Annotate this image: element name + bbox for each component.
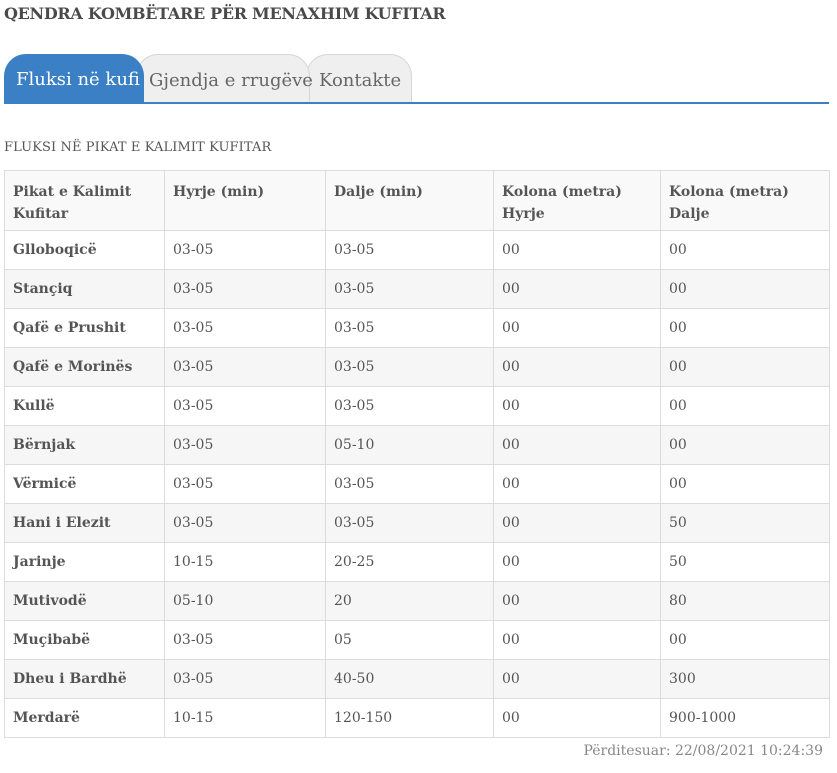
crossing-point-name: Mutivodë bbox=[4, 581, 165, 621]
table-cell: 03-05 bbox=[164, 620, 326, 660]
table-row: Muçibabë 03-05 05 00 00 bbox=[4, 620, 830, 660]
crossing-point-name: Qafë e Prushit bbox=[4, 308, 165, 348]
table-cell: 00 bbox=[493, 464, 661, 504]
crossing-point-name: Muçibabë bbox=[4, 620, 165, 660]
table-cell: 03-05 bbox=[164, 230, 326, 270]
border-flux-table: Pikat e Kalimit Kufitar Hyrje (min) Dalj… bbox=[4, 170, 830, 738]
table-cell: 80 bbox=[660, 581, 830, 621]
table-cell: 20 bbox=[325, 581, 494, 621]
table-cell: 00 bbox=[660, 386, 830, 426]
crossing-point-name: Glloboqicë bbox=[4, 230, 165, 270]
table-cell: 300 bbox=[660, 659, 830, 699]
column-header: Hyrje (min) bbox=[164, 170, 326, 231]
table-row: Bërnjak 03-05 05-10 00 00 bbox=[4, 425, 830, 465]
crossing-point-name: Qafë e Morinës bbox=[4, 347, 165, 387]
table-cell: 00 bbox=[493, 386, 661, 426]
table-cell: 03-05 bbox=[164, 386, 326, 426]
table-header-row: Pikat e Kalimit Kufitar Hyrje (min) Dalj… bbox=[4, 170, 830, 231]
table-cell: 00 bbox=[660, 425, 830, 465]
table-cell: 00 bbox=[493, 269, 661, 309]
tab-bar: Kontakte Gjendja e rrugëve Fluksi në kuf… bbox=[4, 54, 829, 104]
table-cell: 05 bbox=[325, 620, 494, 660]
table-cell: 50 bbox=[660, 503, 830, 543]
crossing-point-name: Jarinje bbox=[4, 542, 165, 582]
table-cell: 120-150 bbox=[325, 698, 494, 738]
table-row: Kullë 03-05 03-05 00 00 bbox=[4, 386, 830, 426]
table-cell: 03-05 bbox=[164, 269, 326, 309]
table-row: Hani i Elezit 03-05 03-05 00 50 bbox=[4, 503, 830, 543]
table-cell: 00 bbox=[493, 347, 661, 387]
table-cell: 00 bbox=[493, 425, 661, 465]
table-cell: 00 bbox=[493, 698, 661, 738]
table-row: Merdarë 10-15 120-150 00 900-1000 bbox=[4, 698, 830, 738]
table-cell: 03-05 bbox=[164, 425, 326, 465]
table-cell: 10-15 bbox=[164, 542, 326, 582]
table-cell: 00 bbox=[493, 542, 661, 582]
last-updated-timestamp: Përditesuar: 22/08/2021 10:24:39 bbox=[583, 743, 823, 759]
table-cell: 00 bbox=[493, 503, 661, 543]
table-cell: 03-05 bbox=[325, 230, 494, 270]
column-header: Kolona (metra) Hyrje bbox=[493, 170, 661, 231]
table-cell: 03-05 bbox=[164, 347, 326, 387]
crossing-point-name: Vërmicë bbox=[4, 464, 165, 504]
table-cell: 03-05 bbox=[325, 386, 494, 426]
table-cell: 00 bbox=[493, 581, 661, 621]
table-row: Mutivodë 05-10 20 00 80 bbox=[4, 581, 830, 621]
table-row: Dheu i Bardhë 03-05 40-50 00 300 bbox=[4, 659, 830, 699]
table-cell: 00 bbox=[660, 269, 830, 309]
table-cell: 10-15 bbox=[164, 698, 326, 738]
table-cell: 00 bbox=[493, 659, 661, 699]
table-cell: 50 bbox=[660, 542, 830, 582]
crossing-point-name: Kullë bbox=[4, 386, 165, 426]
table-cell: 03-05 bbox=[325, 464, 494, 504]
table-cell: 03-05 bbox=[325, 269, 494, 309]
table-cell: 03-05 bbox=[325, 308, 494, 348]
table-cell: 03-05 bbox=[325, 503, 494, 543]
crossing-point-name: Bërnjak bbox=[4, 425, 165, 465]
table-cell: 00 bbox=[660, 308, 830, 348]
table-cell: 00 bbox=[660, 230, 830, 270]
crossing-point-name: Stançiq bbox=[4, 269, 165, 309]
table-row: Jarinje 10-15 20-25 00 50 bbox=[4, 542, 830, 582]
tab-fluksi-ne-kufi[interactable]: Fluksi në kufi bbox=[4, 54, 144, 102]
table-cell: 00 bbox=[660, 464, 830, 504]
table-cell: 900-1000 bbox=[660, 698, 830, 738]
table-cell: 03-05 bbox=[164, 464, 326, 504]
column-header: Pikat e Kalimit Kufitar bbox=[4, 170, 165, 231]
table-row: Qafë e Prushit 03-05 03-05 00 00 bbox=[4, 308, 830, 348]
table-body: Glloboqicë 03-05 03-05 00 00 Stançiq 03-05 03-0… bbox=[4, 230, 830, 738]
table-cell: 03-05 bbox=[325, 347, 494, 387]
table-row: Stançiq 03-05 03-05 00 00 bbox=[4, 269, 830, 309]
table-row: Vërmicë 03-05 03-05 00 00 bbox=[4, 464, 830, 504]
table-cell: 05-10 bbox=[164, 581, 326, 621]
crossing-point-name: Merdarë bbox=[4, 698, 165, 738]
table-cell: 05-10 bbox=[325, 425, 494, 465]
table-cell: 00 bbox=[660, 347, 830, 387]
table-row: Glloboqicë 03-05 03-05 00 00 bbox=[4, 230, 830, 270]
table-cell: 00 bbox=[493, 230, 661, 270]
column-header: Kolona (metra) Dalje bbox=[660, 170, 830, 231]
page-title: QENDRA KOMBËTARE PËR MENAXHIM KUFITAR bbox=[4, 4, 446, 23]
tab-gjendja-e-rrugeve[interactable]: Gjendja e rrugëve bbox=[136, 54, 313, 102]
section-title: FLUKSI NË PIKAT E KALIMIT KUFITAR bbox=[4, 140, 272, 155]
crossing-point-name: Hani i Elezit bbox=[4, 503, 165, 543]
table-cell: 00 bbox=[493, 308, 661, 348]
table-cell: 00 bbox=[660, 620, 830, 660]
table-cell: 03-05 bbox=[164, 659, 326, 699]
crossing-point-name: Dheu i Bardhë bbox=[4, 659, 165, 699]
table-cell: 40-50 bbox=[325, 659, 494, 699]
column-header: Dalje (min) bbox=[325, 170, 494, 231]
tab-kontakte[interactable]: Kontakte bbox=[306, 54, 412, 102]
table-cell: 00 bbox=[493, 620, 661, 660]
table-cell: 20-25 bbox=[325, 542, 494, 582]
table-cell: 03-05 bbox=[164, 308, 326, 348]
table-row: Qafë e Morinës 03-05 03-05 00 00 bbox=[4, 347, 830, 387]
table-cell: 03-05 bbox=[164, 503, 326, 543]
